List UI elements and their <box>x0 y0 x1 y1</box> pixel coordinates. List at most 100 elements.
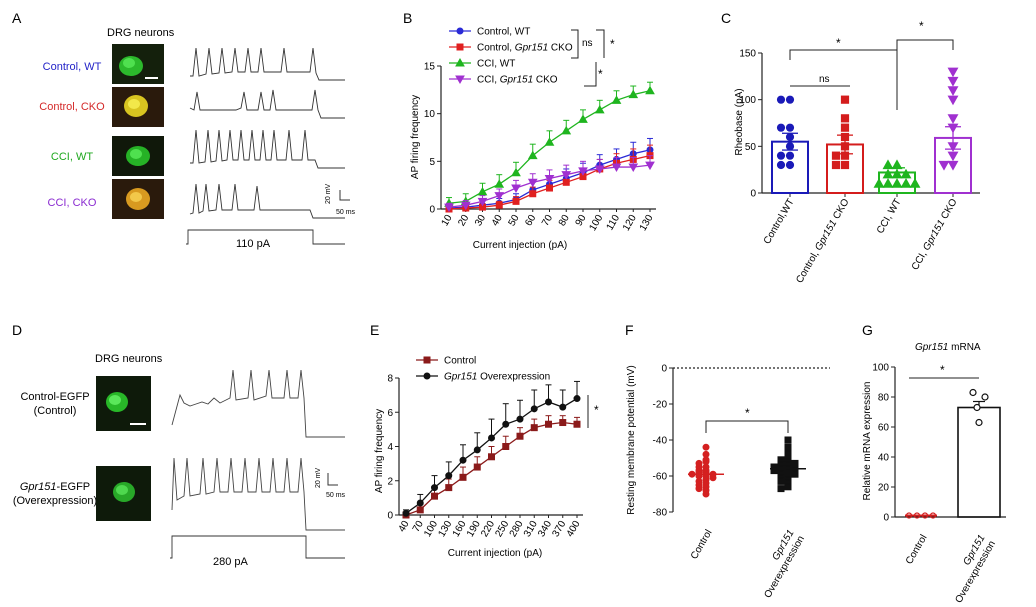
x-tick-label: 250 <box>493 519 511 539</box>
data-point <box>562 178 570 186</box>
bar-group <box>905 512 937 519</box>
panel-c: C Rheobase (pA) 0 50 100 150 Control,WTContr… <box>721 10 980 285</box>
data-point <box>495 201 503 209</box>
data-point <box>947 151 959 162</box>
data-point <box>791 470 799 478</box>
x-tick-label: 130 <box>436 519 454 539</box>
data-point <box>947 95 959 106</box>
data-point <box>488 453 495 461</box>
micrograph-cci-wt <box>112 136 164 176</box>
data-point <box>445 472 453 480</box>
data-point <box>488 434 495 442</box>
data-point <box>831 160 841 170</box>
x-tick-label: 70 <box>540 213 555 229</box>
y-tick-label: 2 <box>387 476 393 487</box>
data-point <box>611 163 622 173</box>
bar-group <box>957 388 1001 518</box>
data-point <box>785 142 795 151</box>
data-point <box>695 485 703 493</box>
data-point <box>947 86 959 96</box>
data-point <box>431 484 438 492</box>
data-point <box>777 477 785 485</box>
y-tick-label: 40 <box>878 453 890 464</box>
x-tick-label: 310 <box>522 519 540 539</box>
data-point <box>913 512 921 519</box>
data-point <box>891 159 903 170</box>
x-tick-label: 100 <box>422 519 440 539</box>
data-point <box>785 160 795 170</box>
data-point <box>981 393 989 401</box>
micrograph-control-cko <box>112 87 164 127</box>
x-tick-label: Gpr151Overexpression <box>943 533 998 605</box>
legend-marker <box>423 372 431 380</box>
data-point <box>527 178 538 188</box>
stimulus-label-d: 280 pA <box>213 556 249 568</box>
data-point <box>477 197 488 207</box>
data-point <box>947 142 959 152</box>
data-point <box>770 467 778 475</box>
x-tick-label: Control,WT <box>762 197 797 246</box>
y-tick-label: 4 <box>387 442 393 453</box>
data-point <box>645 161 655 171</box>
y-tick-label: 0 <box>387 511 393 522</box>
data-point <box>594 104 605 114</box>
panel-d: D DRG neurons Control-EGFP (Control) Gpr… <box>12 322 346 568</box>
data-point <box>831 151 841 160</box>
data-point <box>776 123 786 132</box>
scale-bar-a: 20 mV 50 ms <box>325 183 356 216</box>
data-point <box>559 419 567 427</box>
data-point <box>840 123 850 132</box>
y-tick-label: 50 <box>745 142 757 153</box>
data-point <box>459 473 467 481</box>
data-point <box>776 151 786 160</box>
panel-letter-d: D <box>12 322 22 338</box>
panel-letter-e: E <box>370 322 379 338</box>
legend-label: CCI, WT <box>477 59 515 70</box>
y-tick-label: -80 <box>653 508 668 519</box>
x-tick-label: 400 <box>565 519 583 539</box>
y-tick-label: 0 <box>661 364 667 375</box>
sig-star-b2: * <box>598 67 603 81</box>
x-tick-label: 80 <box>557 213 572 229</box>
x-tick-label: 110 <box>605 213 623 233</box>
row-label-control-egfp: Control-EGFP <box>20 391 89 403</box>
series-gpr151-overexpression <box>402 380 581 517</box>
bar-group <box>873 159 921 194</box>
x-tick-label: Control <box>904 533 930 566</box>
x-tick-label: 20 <box>456 213 471 229</box>
data-point <box>947 123 959 134</box>
panel-f: F Resting membrane potential (mV) 0 -20 -4… <box>625 322 830 600</box>
data-point <box>785 151 795 160</box>
y-tick-label: 0 <box>750 189 756 200</box>
significance-c: * * ns <box>789 19 954 110</box>
data-point <box>511 167 521 177</box>
y-axis-label-c: Rheobase (pA) <box>734 88 745 155</box>
data-point <box>840 95 850 104</box>
x-tick-label: 340 <box>536 519 554 539</box>
micrograph-cci-cko <box>112 179 164 219</box>
data-point <box>709 474 717 482</box>
data-point <box>947 160 959 171</box>
data-point <box>544 174 555 184</box>
stimulus-step-d <box>170 535 345 559</box>
y-tick-label: 10 <box>424 109 436 120</box>
x-tick-label: 280 <box>508 519 526 539</box>
data-point <box>431 492 438 500</box>
data-point <box>546 184 553 192</box>
panel-letter-f: F <box>625 322 634 338</box>
data-point <box>947 76 959 87</box>
y-axis-label-g: Relative mRNA expression <box>862 382 873 501</box>
data-point <box>785 95 795 104</box>
sig-ns-b: ns <box>582 38 593 49</box>
data-point <box>873 178 885 188</box>
y-tick-label: 15 <box>424 62 436 73</box>
significance-g: * <box>909 363 979 379</box>
micrograph-control-wt <box>112 44 164 84</box>
scale-voltage-d: 20 mV <box>315 467 322 488</box>
data-point <box>544 137 555 146</box>
panel-g: G Gpr151 mRNA Relative mRNA expression 0… <box>862 322 1006 605</box>
data-point <box>460 201 471 211</box>
data-point <box>573 395 581 403</box>
legend-marker <box>456 27 464 35</box>
significance-f: * <box>705 406 789 433</box>
